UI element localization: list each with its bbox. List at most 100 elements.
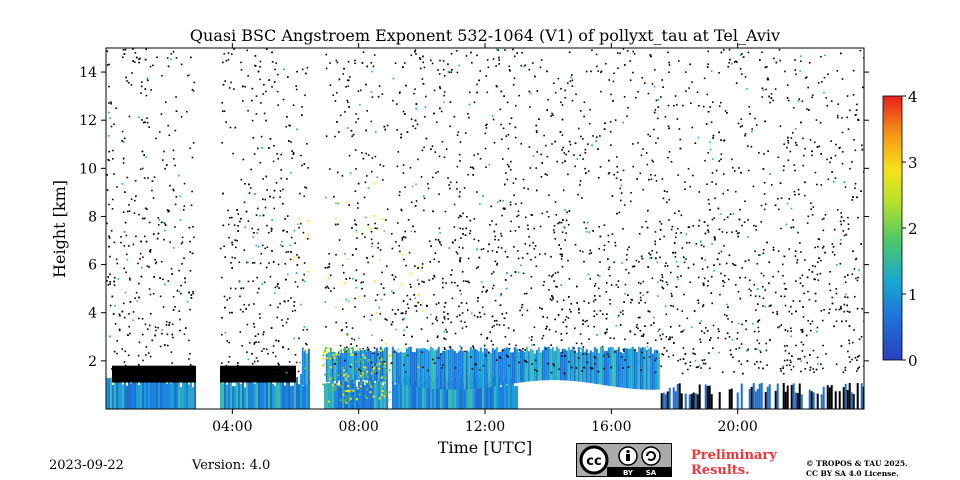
heat-cell [667,156,669,159]
heat-cell [234,257,236,259]
heat-cell [404,377,406,409]
heat-cell [804,259,806,261]
heat-cell [476,91,478,94]
heat-cell [285,251,288,254]
heat-cell [577,193,579,196]
heat-cell [582,138,584,140]
heat-cell [188,339,190,342]
heat-cell [597,274,599,277]
heat-cell [222,192,224,195]
heat-cell [160,221,163,224]
heat-cell [512,48,514,51]
heat-cell [689,63,691,66]
heat-cell [172,309,175,311]
heat-cell [737,235,740,238]
heat-cell [567,259,569,262]
heat-cell [593,356,596,358]
heat-cell [129,301,132,303]
heat-cell [258,313,261,315]
heat-cell [670,228,673,231]
heat-cell [285,125,288,128]
heat-cell [248,304,250,306]
heat-cell [369,351,372,381]
heat-cell [499,351,502,386]
heat-cell [371,334,373,337]
heat-cell [150,89,152,91]
heat-cell [144,207,147,210]
heat-cell [786,84,789,86]
heat-cell [458,305,460,308]
heat-cell [402,235,405,238]
heat-cell [289,124,291,127]
heat-cell [682,256,685,258]
heat-cell [727,66,730,68]
heat-cell [707,198,710,201]
heat-cell [469,229,472,232]
heat-cell [220,333,223,336]
heat-cell [557,271,559,274]
heat-cell [498,376,500,409]
heat-cell [718,252,720,255]
heat-cell [374,280,376,283]
heat-cell [458,314,461,316]
heat-cell [390,290,393,292]
heat-cell [450,52,453,55]
heat-cell [178,290,181,293]
heat-cell [648,310,651,313]
heat-cell [506,272,508,274]
heat-cell [106,222,108,225]
heat-cell [622,121,625,124]
heat-cell [861,148,864,151]
heat-cell [814,246,817,249]
heat-cell [498,56,500,59]
heat-cell [370,170,373,173]
heat-cell [729,349,732,352]
heat-cell [145,156,147,158]
heat-cell [364,356,367,359]
heat-cell [661,286,664,289]
heat-cell [381,393,384,396]
heat-cell [338,131,340,133]
heat-cell [688,241,691,244]
heat-cell [290,141,292,143]
heat-cell [761,96,764,98]
heat-cell [853,138,855,141]
heat-cell [180,365,182,383]
heat-cell [740,363,743,366]
heat-cell [360,281,363,284]
heat-cell [257,228,260,231]
heat-cell [349,347,352,350]
heat-cell [271,51,273,54]
heat-cell [744,276,747,279]
heat-cell [260,135,263,138]
heat-cell [440,375,442,409]
heat-cell [407,347,410,386]
heat-cell [396,165,399,168]
heat-cell [397,352,400,385]
heat-cell [806,276,809,279]
heat-cell [810,391,813,409]
heat-cell [698,105,700,107]
colorbar [882,95,903,361]
heat-cell [411,185,414,188]
heat-cell [668,127,670,130]
heat-cell [563,209,566,211]
heat-cell [415,183,417,186]
heat-cell [262,333,265,336]
heat-cell [515,348,518,384]
heat-cell [609,346,612,387]
heat-cell [647,348,650,390]
heat-cell [609,120,612,123]
heat-cell [617,286,620,288]
heat-cell [676,276,679,278]
heat-cell [419,58,422,61]
x-tick-label: 12:00 [465,419,505,435]
heat-cell [155,137,157,140]
heat-cell [117,278,120,280]
heat-cell [227,58,230,61]
heat-cell [736,332,739,334]
heat-cell [433,276,436,278]
heat-cell [282,346,285,349]
heat-cell [554,318,556,321]
heat-cell [400,136,402,139]
